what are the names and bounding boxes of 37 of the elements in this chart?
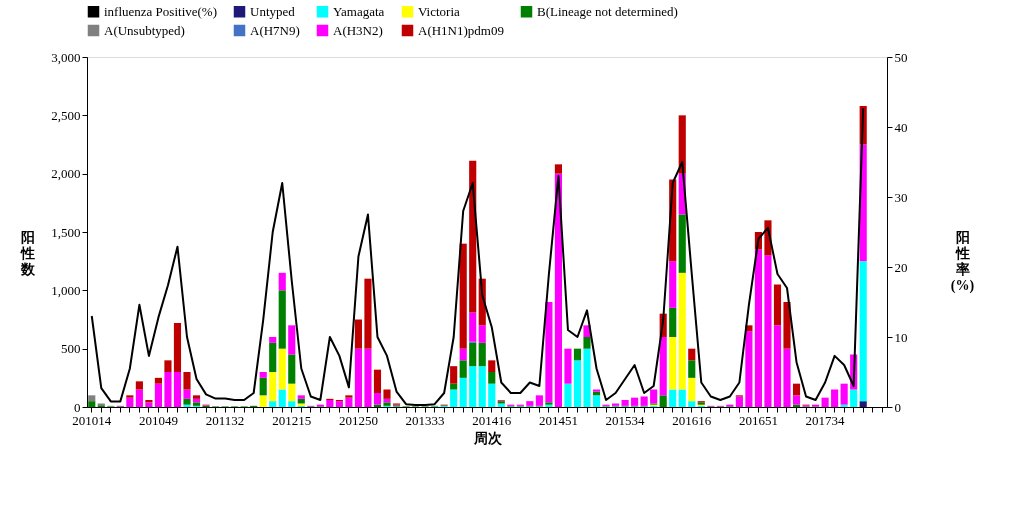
y2-tick-label: 0: [894, 399, 901, 415]
x-tick-label: 201534: [605, 412, 646, 428]
legend-label: Victoria: [418, 3, 461, 19]
legend-label: A(H7N9): [250, 22, 300, 38]
x-tick-label: 201734: [805, 412, 846, 428]
legend-label: A(H1N1)pdm09: [418, 22, 504, 38]
y-tick-label: 500: [61, 341, 81, 357]
x-tick-label: 201215: [272, 412, 312, 428]
y2-tick-label: 20: [894, 259, 908, 275]
x-tick-label: 201049: [138, 412, 178, 428]
y2-tick-label: 50: [894, 49, 908, 65]
legend-label: influenza Positive(%): [104, 3, 217, 19]
y-tick-label: 2,000: [51, 166, 81, 182]
x-tick-label: 201651: [738, 412, 778, 428]
x-tick-label: 201616: [672, 412, 712, 428]
legend-label: Yamagata: [333, 3, 385, 19]
legend-label: A(Unsubtyped): [104, 22, 185, 38]
x-tick-label: 201451: [538, 412, 578, 428]
y-tick-label: 1,500: [51, 224, 81, 240]
x-tick-label: 201132: [205, 412, 245, 428]
x-tick-label: 201014: [72, 412, 112, 428]
y2-axis-title: 阳性率(%): [950, 229, 975, 294]
y-tick-label: 3,000: [51, 49, 81, 65]
x-tick-label: 201416: [472, 412, 512, 428]
y-axis-title: 阳性数: [19, 229, 36, 277]
y2-tick-label: 40: [894, 119, 908, 135]
y-tick-label: 1,000: [51, 282, 81, 298]
y-tick-label: 2,500: [51, 107, 81, 123]
x-axis-title: 周次: [472, 430, 503, 446]
y2-tick-label: 30: [894, 189, 908, 205]
x-tick-label: 201333: [405, 412, 445, 428]
y2-tick-label: 10: [894, 329, 908, 345]
y-tick-label: 0: [74, 399, 81, 415]
legend-label: Untyped: [250, 3, 296, 19]
legend-label: A(H3N2): [333, 22, 383, 38]
x-tick-label: 201250: [338, 412, 378, 428]
legend-label: B(Lineage not determined): [537, 3, 678, 19]
